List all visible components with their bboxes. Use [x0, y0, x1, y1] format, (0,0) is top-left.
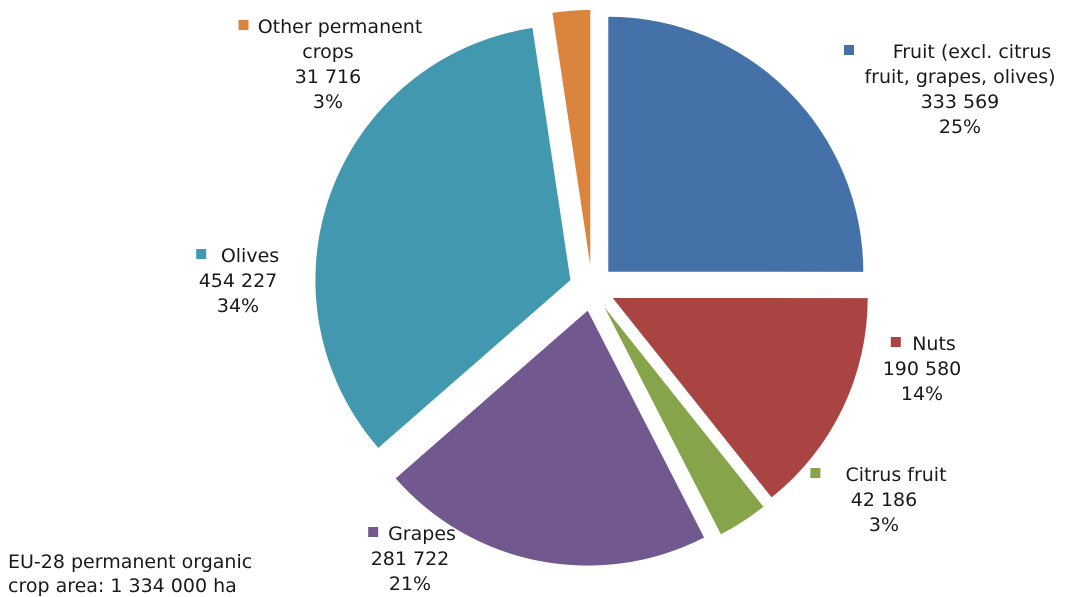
total-area-note: EU-28 permanent organic crop area: 1 334… [8, 550, 252, 597]
data-label-olives: Olives 454 227 34% [196, 245, 279, 317]
legend-swatch-fruit-excl-citrus-fruit-grapes-olives [844, 45, 854, 55]
data-label-citrus-fruit: Citrus fruit 42 186 3% [810, 464, 947, 536]
data-label-value: 190 580 [883, 358, 962, 380]
data-label-percent: 21% [389, 573, 431, 595]
data-label-percent: 3% [313, 91, 343, 113]
data-label-name: Grapes [388, 523, 456, 545]
total-area-note-line-1: EU-28 permanent organic [8, 551, 253, 573]
data-label-value: 333 569 [921, 91, 1000, 113]
legend-swatch-nuts [890, 337, 901, 347]
data-label-value: 454 227 [199, 270, 278, 292]
legend-swatch-grapes [368, 527, 379, 537]
data-label-nuts: Nuts 190 580 14% [883, 333, 962, 405]
total-area-note-line-2: crop area: 1 334 000 ha [8, 575, 237, 597]
legend-swatch-olives [196, 249, 207, 259]
pie-slice-nuts [612, 297, 868, 498]
data-label-value: 281 722 [371, 548, 450, 570]
pie-slice-citrus-fruit [604, 307, 764, 535]
data-label-name: Nuts [912, 333, 956, 355]
data-label-value: 42 186 [851, 489, 917, 511]
data-label-percent: 34% [217, 295, 259, 317]
data-label-name: Other permanent [258, 16, 423, 38]
legend-swatch-other-permanent-crops [238, 20, 249, 30]
legend-swatch-citrus-fruit [810, 468, 821, 478]
data-label-percent: 3% [869, 514, 899, 536]
data-label-name: fruit, grapes, olives) [864, 66, 1055, 88]
data-label-other-permanent-crops: Other permanent crops 31 716 3% [238, 16, 423, 113]
data-label-name: Citrus fruit [845, 464, 946, 486]
data-label-percent: 25% [939, 116, 981, 138]
pie-slice-other-permanent-crops [552, 10, 591, 266]
pie-slice-olives [315, 27, 571, 448]
data-label-name: Fruit (excl. citrus [893, 41, 1052, 63]
data-label-percent: 14% [901, 383, 943, 405]
pie-slice-fruit-excl-citrus-fruit-grapes-olives [608, 16, 864, 272]
data-label-name: Olives [221, 245, 279, 267]
pie-slice-grapes [395, 310, 705, 566]
data-label-grapes: Grapes 281 722 21% [368, 523, 456, 595]
data-label-value: 31 716 [295, 66, 361, 88]
data-label-name: crops [302, 41, 353, 63]
data-label-fruit-excl-citrus-fruit-grapes-olives: Fruit (excl. citrus fruit, grapes, olives… [844, 41, 1056, 138]
